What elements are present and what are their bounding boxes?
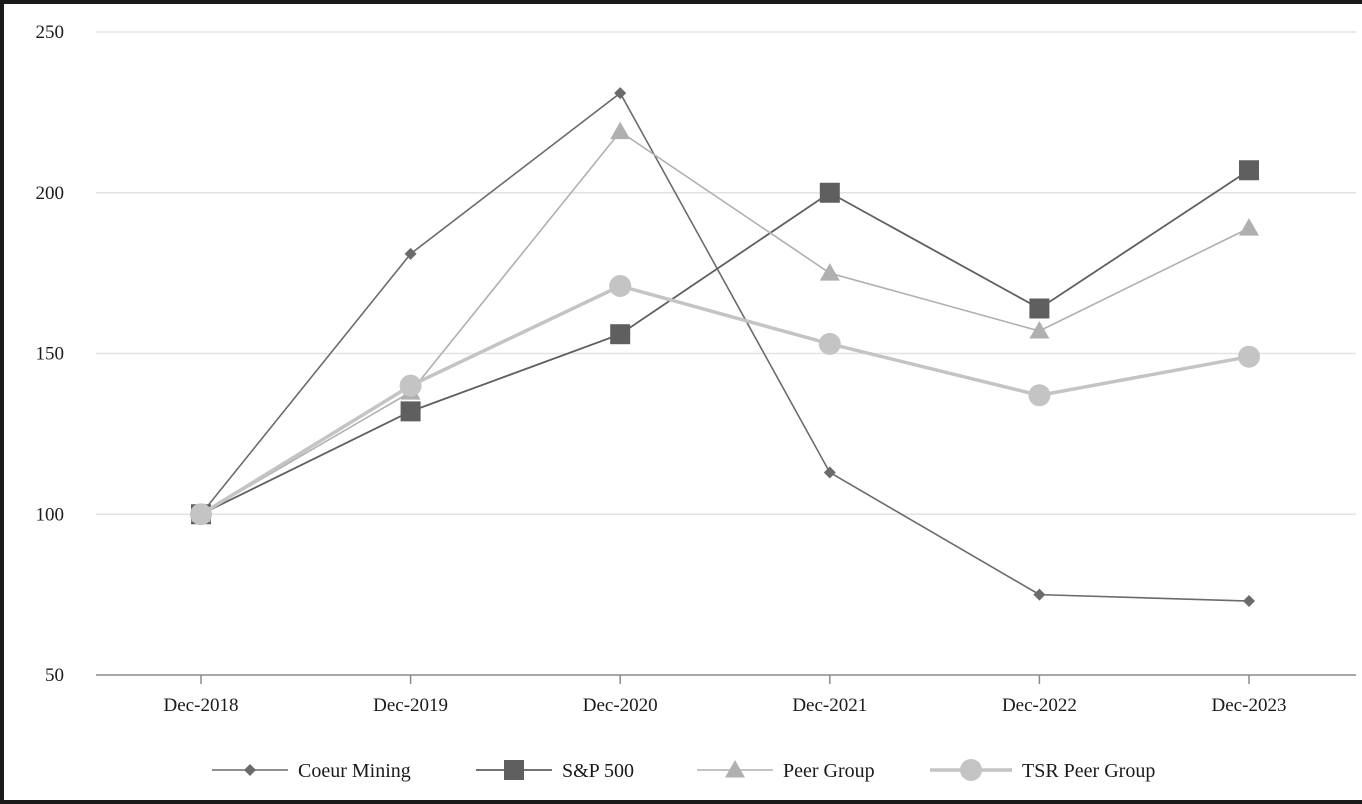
legend-marker-s-p-500 (504, 760, 524, 780)
y-tick-label-100: 100 (36, 504, 65, 525)
axes: 50 100 150 200 250 Dec-2018 Dec-2019 Dec-2020 De… (36, 22, 1356, 716)
legend-label-coeur-mining: Coeur Mining (298, 760, 411, 782)
y-tick-label-50: 50 (45, 665, 64, 686)
data-point-tsr-peer-group-4 (1028, 384, 1051, 407)
data-point-peer-group-4 (1029, 320, 1050, 339)
data-point-tsr-peer-group-2 (609, 274, 632, 297)
legend-label-s-p-500: S&P 500 (562, 760, 634, 782)
series-coeur-mining (195, 87, 1255, 608)
series-layer (190, 87, 1260, 608)
legend-marker-peer-group (725, 760, 745, 778)
data-point-s-p-500-1 (400, 401, 421, 422)
data-point-coeur-mining-3 (823, 466, 836, 479)
series-peer-group (191, 121, 1259, 522)
legend-label-peer-group: Peer Group (783, 760, 875, 782)
series-line-s-p-500 (200, 169, 1250, 516)
x-tick-label-3: Dec-2021 (792, 695, 867, 716)
legend-label-tsr-peer-group: TSR Peer Group (1022, 760, 1155, 782)
y-tick-label-200: 200 (36, 183, 65, 204)
series-line-peer-group (200, 130, 1250, 515)
data-point-coeur-mining-4 (1033, 588, 1046, 601)
data-point-coeur-mining-2 (614, 87, 627, 100)
legend-item-s-p-500: S&P 500 (476, 760, 634, 782)
data-point-tsr-peer-group-0 (190, 503, 212, 526)
series-tsr-peer-group (190, 274, 1260, 526)
x-tick-label-1: Dec-2019 (373, 695, 448, 716)
data-point-peer-group-2 (610, 121, 631, 140)
data-point-peer-group-3 (819, 263, 840, 281)
legend-item-peer-group: Peer Group (697, 760, 875, 782)
x-tick-label-2: Dec-2020 (583, 695, 658, 716)
data-point-s-p-500-4 (1029, 298, 1050, 319)
data-point-tsr-peer-group-3 (818, 332, 841, 355)
data-point-s-p-500-3 (819, 182, 840, 203)
legend-item-coeur-mining: Coeur Mining (212, 760, 411, 782)
x-tick-label-0: Dec-2018 (164, 695, 239, 716)
legend-marker-tsr-peer-group (960, 759, 982, 781)
data-point-s-p-500-2 (610, 324, 631, 345)
series-line-coeur-mining (200, 91, 1250, 602)
data-point-peer-group-5 (1239, 218, 1259, 236)
legend-marker-coeur-mining (244, 764, 256, 776)
data-point-coeur-mining-5 (1243, 595, 1255, 608)
x-tick-label-4: Dec-2022 (1002, 695, 1077, 716)
legend-item-tsr-peer-group: TSR Peer Group (930, 759, 1155, 782)
series-s-p-500 (191, 160, 1259, 525)
data-point-tsr-peer-group-1 (399, 374, 422, 397)
x-tick-label-5: Dec-2023 (1212, 695, 1287, 716)
series-line-tsr-peer-group (200, 284, 1250, 516)
y-tick-label-250: 250 (36, 22, 65, 43)
data-point-coeur-mining-1 (404, 247, 417, 260)
y-tick-label-150: 150 (36, 344, 65, 365)
legend: Coeur Mining S&P 500 Peer Group TSR Peer Gr… (212, 759, 1155, 782)
data-point-tsr-peer-group-5 (1238, 345, 1260, 368)
gridlines (96, 31, 1356, 515)
data-point-s-p-500-5 (1239, 160, 1259, 181)
